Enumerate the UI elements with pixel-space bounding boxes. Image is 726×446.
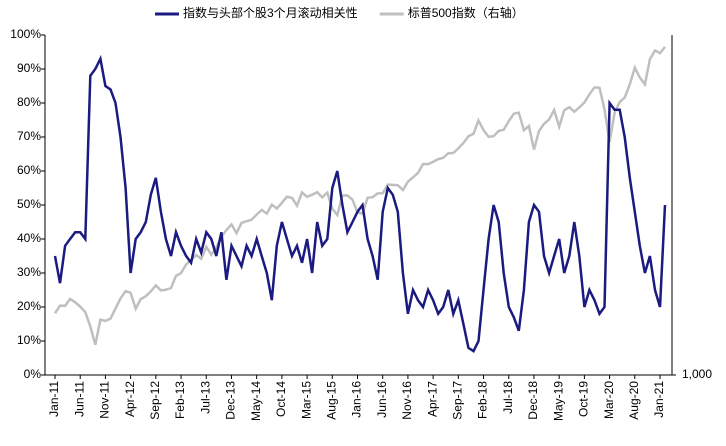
x-tick-label: Feb-13 (173, 381, 187, 419)
x-tick-label: Feb-18 (476, 381, 490, 419)
x-tick-label: Jan-16 (350, 381, 364, 418)
x-tick-label: Jul-18 (501, 381, 515, 414)
x-tick-label: Mar-20 (602, 381, 616, 419)
y-tick-label: 40% (17, 231, 41, 245)
x-tick-label: May-19 (551, 381, 565, 421)
x-tick-label: Oct-19 (577, 381, 591, 417)
y-tick-label: 0% (24, 367, 42, 381)
x-tick-label: Dec-18 (526, 381, 540, 420)
x-tick-label: Sep-12 (148, 381, 162, 420)
x-tick-label: Apr-17 (425, 381, 439, 417)
series-line (53, 46, 666, 346)
x-tick-label: Aug-15 (324, 381, 338, 420)
x-tick-label: Dec-13 (224, 381, 238, 420)
x-tick-label: Jun-11 (72, 381, 86, 417)
x-tick-label: May-14 (249, 381, 263, 421)
legend-label: 标普500指数（右轴） (408, 5, 524, 20)
series-line (53, 54, 667, 354)
x-tick-label: Jun-16 (375, 381, 389, 418)
x-tick-label: Nov-16 (400, 381, 414, 420)
legend-label: 指数与头部个股3个月滚动相关性 (183, 5, 358, 20)
y-tick-label: 10% (17, 333, 41, 347)
y-tick-label: 90% (17, 61, 41, 75)
y-tick-label: 100% (10, 27, 41, 41)
y-tick-label: 60% (17, 163, 41, 177)
x-tick-label: Oct-14 (274, 381, 288, 417)
y2-tick-label: 1,000 (682, 367, 712, 381)
y-tick-label: 80% (17, 95, 41, 109)
y-tick-label: 20% (17, 299, 41, 313)
y-tick-label: 70% (17, 129, 41, 143)
x-tick-label: Mar-15 (299, 381, 313, 419)
x-tick-label: Jan-11 (47, 381, 61, 417)
y-tick-label: 50% (17, 197, 41, 211)
x-tick-label: Apr-12 (123, 381, 137, 417)
y-tick-label: 30% (17, 265, 41, 279)
x-tick-label: Jul-13 (198, 381, 212, 414)
x-tick-label: Nov-11 (98, 381, 112, 419)
x-tick-label: Aug-20 (627, 381, 641, 420)
x-tick-label: Sep-17 (451, 381, 465, 420)
x-tick-label: Jan-21 (652, 381, 666, 418)
